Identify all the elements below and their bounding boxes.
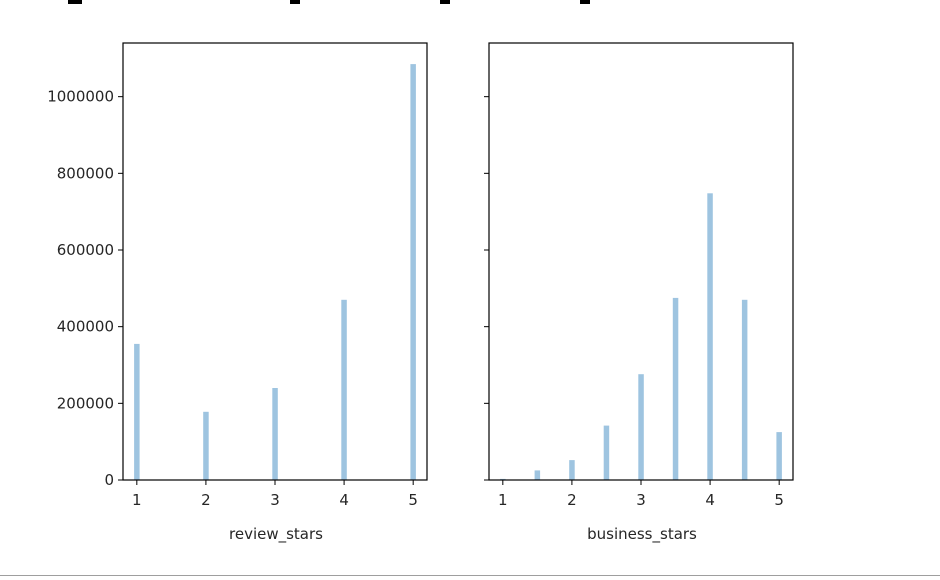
x-tick-label: 2 [201, 491, 211, 509]
x-tick-label: 5 [408, 491, 418, 509]
x-tick-label: 3 [270, 491, 280, 509]
histogram-bar [638, 374, 644, 480]
histogram-bar [534, 470, 541, 480]
y-tick-label: 1000000 [47, 88, 114, 106]
histogram-bar [707, 193, 713, 481]
histogram-bar [569, 460, 575, 480]
x-tick-label: 2 [567, 491, 577, 509]
histogram-bar [134, 343, 140, 480]
x-tick-label: 3 [636, 491, 646, 509]
cropped-code-line [0, 0, 940, 6]
histogram-bar [741, 299, 748, 480]
histogram-bar [272, 388, 278, 480]
y-tick-label: 800000 [57, 164, 114, 182]
x-tick-label: 4 [705, 491, 715, 509]
histogram-bar [776, 432, 782, 480]
histogram-bar [672, 297, 679, 480]
histogram-bar [203, 411, 209, 480]
x-tick-label: 4 [339, 491, 349, 509]
y-tick-label: 400000 [57, 318, 114, 336]
x-axis-label: review_stars [229, 525, 323, 544]
x-tick-label: 1 [132, 491, 142, 509]
cell-divider [0, 575, 940, 576]
y-tick-label: 200000 [57, 394, 114, 412]
subplot-2: 1 2 3 4 5 business_stars [484, 42, 794, 544]
histogram-bar [603, 425, 610, 480]
x-axis-label: business_stars [587, 525, 697, 544]
histogram-bar [410, 64, 416, 480]
y-tick-label: 0 [104, 471, 114, 489]
subplot-1: 1 2 3 4 5 0 200000 400000 600000 800000 1000000 rev… [47, 42, 428, 544]
y-tick-label: 600000 [57, 241, 114, 259]
histogram-bar [341, 299, 347, 480]
x-tick-label: 5 [774, 491, 784, 509]
x-tick-label: 1 [498, 491, 508, 509]
